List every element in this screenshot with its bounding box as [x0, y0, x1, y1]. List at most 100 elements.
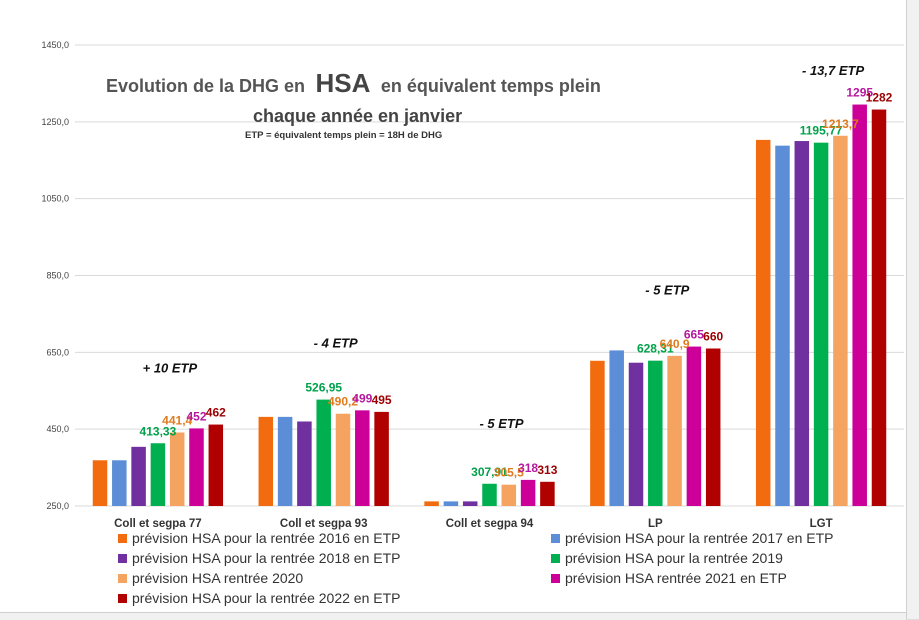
legend: prévision HSA pour la rentrée 2016 en ET…	[118, 530, 834, 606]
chart-title: Evolution de la DHG en HSA en équivalent…	[106, 68, 601, 141]
data-label: 307,91	[471, 465, 508, 479]
category-label: LP	[648, 518, 663, 530]
y-tick-label: 450,0	[46, 424, 69, 434]
bar	[169, 432, 185, 506]
bar	[705, 348, 721, 506]
bar	[316, 399, 331, 506]
bar	[258, 416, 274, 506]
category-label: LGT	[810, 518, 833, 530]
bar	[462, 501, 478, 506]
bar	[833, 135, 848, 507]
bar	[686, 346, 702, 506]
y-tick-label: 850,0	[46, 271, 69, 281]
bar	[189, 428, 204, 506]
bar	[208, 424, 224, 506]
data-label: 318	[518, 461, 538, 475]
data-label: 452	[186, 409, 206, 423]
bar	[482, 483, 497, 506]
category-labels: Coll et segpa 77 Coll et segpa 93 Coll et …	[114, 518, 832, 530]
title-line-1: Evolution de la DHG en HSA en équivalent…	[106, 68, 601, 98]
bar	[92, 460, 108, 506]
bar	[775, 145, 790, 506]
bar	[813, 142, 829, 506]
title-part-1: Evolution de la DHG en	[106, 76, 305, 96]
bar	[355, 410, 370, 506]
legend-swatch	[118, 594, 127, 603]
legend-label: prévision HSA pour la rentrée 2016 en ET…	[132, 530, 401, 546]
category-label: Coll et segpa 94	[446, 518, 534, 530]
legend-label: prévision HSA pour la rentrée 2018 en ET…	[132, 550, 401, 566]
legend-swatch	[118, 554, 127, 563]
data-label: 665	[684, 328, 704, 342]
annotation-label: - 5 ETP	[645, 283, 689, 298]
data-label: 313	[537, 463, 557, 477]
bar	[590, 360, 605, 506]
y-tick-label: 1450,0	[41, 40, 69, 50]
right-border	[906, 0, 919, 619]
bar	[520, 479, 536, 506]
title-highlight: HSA	[315, 68, 370, 98]
bar	[755, 139, 771, 506]
bar	[150, 443, 166, 506]
bar	[609, 350, 624, 506]
data-label: 1195,77	[800, 124, 843, 138]
data-label: 640,9	[660, 337, 690, 351]
annotation-label: - 5 ETP	[479, 416, 523, 431]
bar	[540, 481, 555, 506]
legend-swatch	[118, 574, 127, 583]
y-tick-label: 250,0	[46, 501, 69, 511]
data-label: 495	[372, 393, 392, 407]
data-label: 1213,7	[822, 117, 859, 131]
legend-swatch	[551, 574, 560, 583]
y-tick-label: 1050,0	[41, 194, 69, 204]
bar	[335, 413, 351, 506]
bar	[871, 109, 887, 506]
title-part-2: en équivalent temps plein	[381, 76, 601, 96]
legend-label: prévision HSA rentrée 2021 en ETP	[565, 570, 787, 586]
bar	[628, 362, 644, 506]
annotation-label: - 4 ETP	[314, 336, 358, 351]
data-label: 1282	[866, 91, 893, 105]
bars	[92, 104, 887, 507]
bar	[794, 141, 810, 506]
bar	[131, 446, 146, 506]
bottom-border	[0, 612, 906, 620]
y-tick-label: 650,0	[46, 347, 69, 357]
data-label: 490,2	[328, 395, 358, 409]
legend-label: prévision HSA pour la rentrée 2017 en ET…	[565, 530, 834, 546]
data-label: 305,5	[494, 466, 524, 480]
data-label: 660	[703, 329, 723, 343]
category-label: Coll et segpa 77	[114, 518, 202, 530]
data-label: 462	[206, 406, 226, 420]
bar	[852, 104, 867, 506]
legend-label: prévision HSA rentrée 2020	[132, 570, 303, 586]
annotations: + 10 ETP - 4 ETP - 5 ETP - 5 ETP - 13,7 ETP	[143, 63, 865, 431]
category-label: Coll et segpa 93	[280, 518, 368, 530]
data-label: 441,4	[162, 413, 192, 427]
legend-label: prévision HSA pour la rentrée 2019	[565, 550, 783, 566]
annotation-label: + 10 ETP	[143, 361, 198, 376]
bar	[443, 501, 459, 506]
bar	[297, 421, 312, 506]
bar	[277, 416, 293, 506]
data-label: 1295	[846, 86, 873, 100]
bar	[667, 355, 682, 506]
title-line-2: chaque année en janvier	[253, 106, 462, 126]
y-tick-label: 1250,0	[41, 117, 69, 127]
bar	[648, 360, 663, 506]
legend-swatch	[118, 534, 127, 543]
annotation-label: - 13,7 ETP	[802, 63, 864, 78]
bar	[374, 411, 389, 506]
bar	[501, 484, 517, 506]
data-label: 499	[352, 391, 372, 405]
data-label: 526,95	[305, 381, 342, 395]
y-axis: 250,0 450,0 650,0 850,0 1050,0 1250,0 1450,0	[41, 40, 69, 511]
bar	[424, 501, 439, 506]
data-label: 413,33	[140, 424, 177, 438]
legend-label: prévision HSA pour la rentrée 2022 en ET…	[132, 590, 401, 606]
chart-subtitle: ETP = équivalent temps plein = 18H de DH…	[245, 130, 442, 141]
data-label: 628,31	[637, 342, 674, 356]
legend-swatch	[551, 534, 560, 543]
